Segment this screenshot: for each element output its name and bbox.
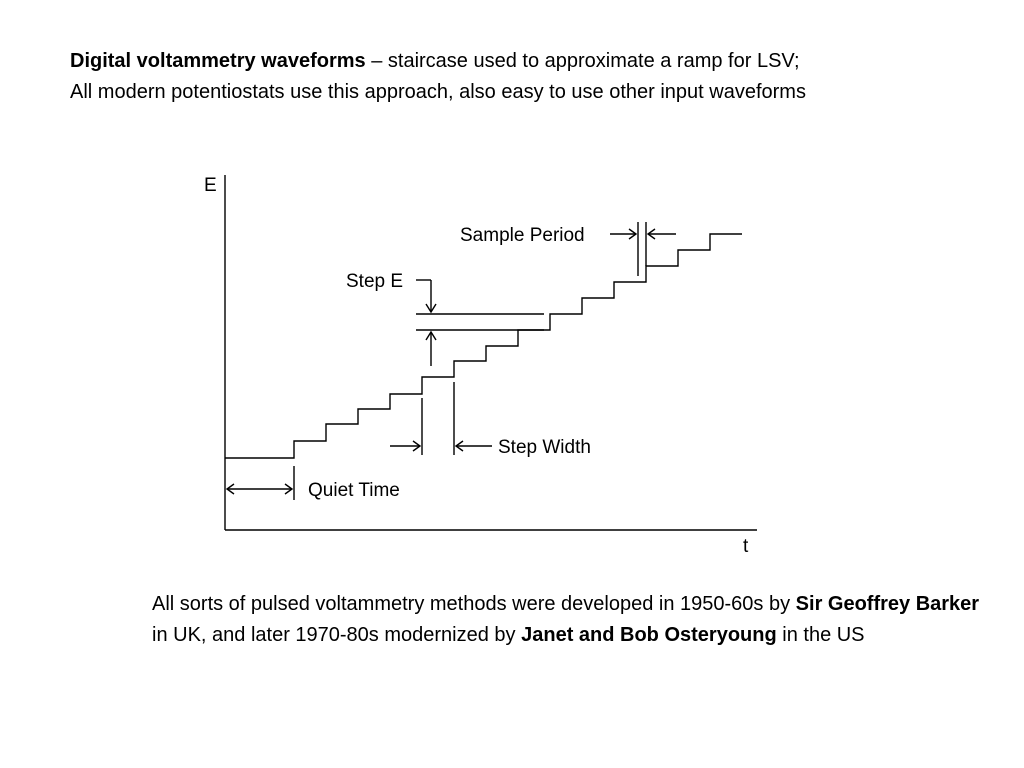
- step-e-label: Step E: [346, 271, 403, 292]
- header-text: Digital voltammetry waveforms – staircas…: [70, 46, 990, 108]
- footer-name-osteryoung: Janet and Bob Osteryoung: [521, 624, 777, 646]
- staircase-waveform: [225, 233, 742, 459]
- footer-text: All sorts of pulsed voltammetry methods …: [152, 589, 992, 651]
- y-axis-label: E: [204, 175, 217, 196]
- footer-text-part1: All sorts of pulsed voltammetry methods …: [152, 593, 796, 615]
- quiet-time-label: Quiet Time: [308, 480, 400, 501]
- header-line2: All modern potentiostats use this approa…: [70, 81, 806, 103]
- step-width-arrowhead-left: [412, 440, 422, 452]
- sample-period-arrowhead-left: [628, 228, 638, 240]
- sample-period-arrowhead-right: [646, 228, 656, 240]
- sample-period-label: Sample Period: [460, 225, 585, 246]
- quiet-time-arrowhead-right: [284, 483, 294, 495]
- step-width-label: Step Width: [498, 437, 591, 458]
- step-e-arrowhead-bottom: [425, 330, 437, 341]
- step-width-arrowhead-right: [454, 440, 464, 452]
- x-axis-label: t: [743, 536, 749, 557]
- footer-text-part2: in UK, and later 1970-80s modernized by: [152, 624, 522, 646]
- quiet-time-arrowhead-left: [225, 483, 235, 495]
- header-line1-rest: – staircase used to approximate a ramp f…: [365, 50, 800, 72]
- step-e-arrowhead-top: [425, 303, 437, 314]
- footer-name-barker: Sir Geoffrey Barker: [795, 593, 980, 615]
- footer-text-part3: in the US: [776, 624, 865, 646]
- header-bold-title: Digital voltammetry waveforms: [70, 50, 366, 72]
